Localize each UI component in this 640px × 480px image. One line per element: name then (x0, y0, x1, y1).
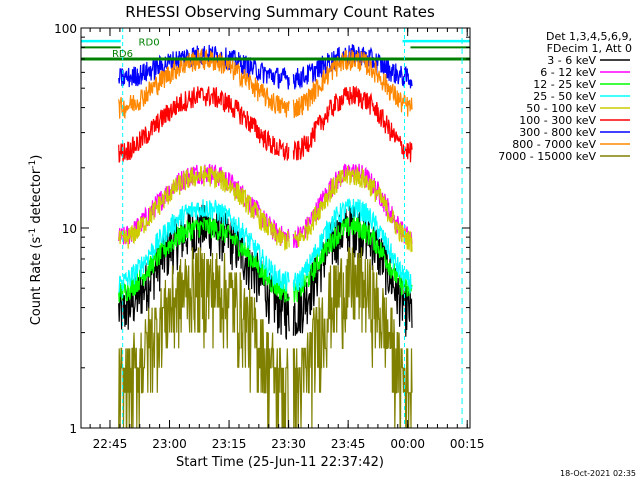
x-tick-label-6: 00:15 (450, 437, 485, 451)
x-tick-label-2: 23:15 (212, 437, 247, 451)
x-tick-label-3: 23:30 (271, 437, 306, 451)
legend-label-1: 6 - 12 keV (540, 66, 596, 79)
x-tick-label-4: 23:45 (331, 437, 366, 451)
annotation-0: RD0 (139, 37, 160, 48)
x-tick-label-1: 23:00 (152, 437, 187, 451)
legend-label-8: 7000 - 15000 keV (498, 150, 596, 163)
y-axis: 1 10 100 (54, 22, 470, 436)
legend-label-6: 300 - 800 keV (519, 126, 596, 139)
legend-label-3: 25 - 50 keV (533, 90, 596, 103)
footer-timestamp: 18-Oct-2021 02:35 (560, 469, 636, 478)
legend-label-5: 100 - 300 keV (519, 114, 596, 127)
legend-label-4: 50 - 100 keV (526, 102, 596, 115)
series-line-4 (118, 165, 413, 253)
legend-header-2: FDecim 1, Att 0 (547, 42, 632, 55)
chart-title: RHESSI Observing Summary Count Rates (125, 3, 435, 21)
series-line-3 (118, 198, 413, 294)
y-tick-label-0: 1 (69, 422, 77, 436)
legend-label-0: 3 - 6 keV (547, 54, 596, 67)
legend-header-1: Det 1,3,4,5,6,9, (546, 30, 632, 43)
legend: Det 1,3,4,5,6,9, FDecim 1, Att 0 3 - 6 k… (498, 30, 632, 163)
series-layer (118, 44, 413, 428)
x-tick-label-0: 22:45 (93, 437, 128, 451)
y-tick-label-2: 100 (54, 22, 77, 36)
y-axis-label: Count Rate (s-1 detector-1) (28, 155, 44, 326)
series-line-8 (118, 247, 413, 428)
series-line-0 (118, 204, 413, 340)
series-line-5 (118, 85, 413, 163)
x-axis: 22:45 23:00 23:15 23:30 23:45 00:00 00:15 (89, 28, 485, 451)
series-line-2 (118, 216, 413, 303)
y-tick-label-1: 10 (62, 222, 77, 236)
series-line-6 (118, 44, 413, 90)
x-axis-label: Start Time (25-Jun-11 22:37:42) (176, 455, 384, 470)
x-tick-label-5: 00:00 (390, 437, 425, 451)
annotation-1: RD6 (112, 49, 133, 60)
legend-label-7: 800 - 7000 keV (512, 138, 596, 151)
legend-label-2: 12 - 25 keV (533, 78, 596, 91)
